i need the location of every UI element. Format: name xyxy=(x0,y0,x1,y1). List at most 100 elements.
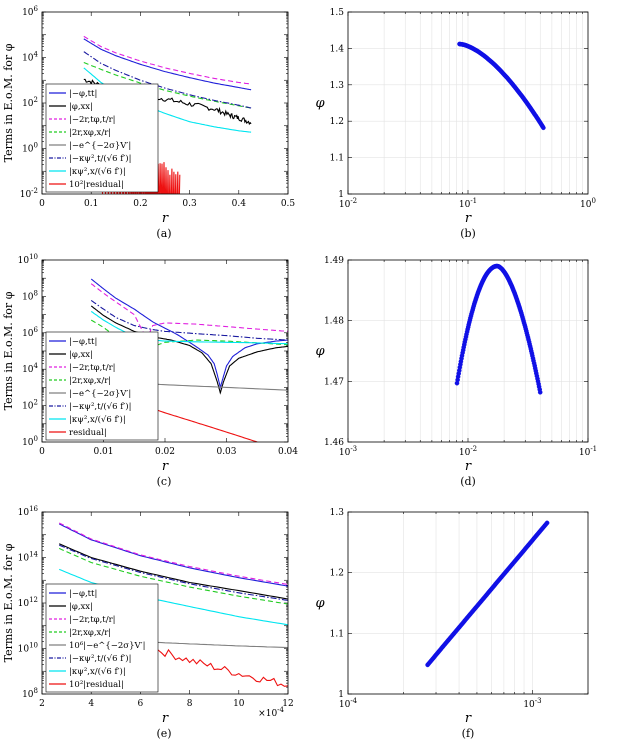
axes-frame xyxy=(41,259,289,443)
series-line-7 xyxy=(58,568,288,626)
legend-label: |κψ²,x/(√6 f′)| xyxy=(69,166,126,177)
legend-label: |−e^{−2σ}V′| xyxy=(69,141,131,151)
y-tick-label: 1.5 xyxy=(330,8,345,18)
x-tick-label: 0.01 xyxy=(93,447,113,457)
panel-f: 1 1.1 1.2 1.3 10-4 10-3 r φ xyxy=(315,508,589,726)
y-tick-label: 1.2 xyxy=(330,117,344,127)
x-tick-label: 10-3 xyxy=(339,445,357,458)
y-tick-label: 1.1 xyxy=(330,629,344,639)
series-line-6 xyxy=(90,299,288,341)
x-tick-label: 0.2 xyxy=(133,199,147,209)
data-point-120 xyxy=(541,125,546,131)
x-multiplier: ×10-4 xyxy=(258,706,284,719)
series-line-1 xyxy=(83,38,252,91)
legend-label: |−2r,tφ,t/r| xyxy=(69,615,116,625)
x-tick-label: 4 xyxy=(88,699,94,709)
data-point-110 xyxy=(544,520,550,526)
caption-e: (e) xyxy=(156,727,171,740)
y-tick-label: 1.47 xyxy=(324,377,344,387)
x-tick-label: 10-1 xyxy=(459,197,477,210)
caption-c: (c) xyxy=(157,475,172,488)
y-tick-label: 1 xyxy=(338,190,344,200)
x-tick-label: 0.5 xyxy=(281,199,296,209)
x-axis-label: r xyxy=(162,711,169,726)
x-tick-label: 0.02 xyxy=(155,447,175,457)
series-line-6 xyxy=(83,51,252,109)
y-tick-label: 1.46 xyxy=(324,438,344,448)
x-axis-label: r xyxy=(465,711,472,726)
panel-b: 1 1.1 1.2 1.3 1.4 1.5 10-2 10-1 100 r φ xyxy=(315,8,596,226)
series-line-6 xyxy=(58,544,288,601)
axes-frame xyxy=(41,11,289,195)
legend-label: |−φ,tt| xyxy=(69,337,97,347)
caption-b: (b) xyxy=(460,227,476,240)
legend-label: |φ,xx| xyxy=(69,602,93,612)
y-tick-label: 100 xyxy=(22,435,38,448)
x-tick-label: 10-3 xyxy=(523,697,541,710)
x-tick-label: 10 xyxy=(233,699,245,709)
legend-label: |−2r,tφ,t/r| xyxy=(69,115,116,125)
series-line-1 xyxy=(58,523,288,587)
y-tick-label: 10-2 xyxy=(20,187,38,200)
legend-label: |−φ,tt| xyxy=(69,89,97,99)
y-tick-label: 1010 xyxy=(18,253,38,266)
y-tick-label: 1.49 xyxy=(324,256,344,266)
y-tick-label: 1.4 xyxy=(330,44,345,54)
x-tick-label: 10-4 xyxy=(339,697,358,710)
series-line-4 xyxy=(58,547,288,605)
y-tick-label: 1 xyxy=(338,690,344,700)
y-tick-label: 104 xyxy=(22,51,38,64)
x-axis-label: r xyxy=(465,211,472,226)
y-tick-label: 102 xyxy=(22,399,38,412)
y-tick-label: 106 xyxy=(22,5,38,18)
x-tick-label: 0.4 xyxy=(232,199,247,209)
y-tick-label: 1.48 xyxy=(324,317,344,327)
x-tick-label: 10-1 xyxy=(579,445,597,458)
caption-a: (a) xyxy=(156,227,171,240)
legend-box xyxy=(45,83,159,193)
legend-label: |−κψ²,t/(√6 f′)| xyxy=(69,401,131,412)
legend-label: 10⁶|−e^{−2σ}V′| xyxy=(69,641,145,651)
series-line-1 xyxy=(90,278,288,390)
x-tick-label: 8 xyxy=(187,699,193,709)
x-tick-label: 0.1 xyxy=(84,199,98,209)
panel-c: 100 102 104 106 108 1010 0 0.01 0.02 0.03 0.04 r Ter… xyxy=(2,253,298,474)
series-line-2 xyxy=(90,305,288,395)
legend-label: |φ,xx| xyxy=(69,350,93,360)
series-line-3 xyxy=(58,522,288,586)
x-tick-label: 0 xyxy=(39,447,45,457)
legend-label: |2r,xφ,x/r| xyxy=(69,128,111,138)
y-tick-label: 1.3 xyxy=(330,508,345,518)
y-tick-label: 1.1 xyxy=(330,154,344,164)
y-tick-label: 1016 xyxy=(18,505,39,518)
legend-label: |−φ,tt| xyxy=(69,589,97,599)
legend-label: 10²|residual| xyxy=(69,180,124,190)
axes-frame xyxy=(347,511,589,695)
series-line-4 xyxy=(83,61,252,109)
x-tick-label: 10-2 xyxy=(339,197,357,210)
legend-label: |−κψ²,t/(√6 f′)| xyxy=(69,153,131,164)
legend-label: |−2r,tφ,t/r| xyxy=(69,363,116,373)
x-tick-label: 100 xyxy=(580,197,596,210)
x-tick-label: 0.04 xyxy=(278,447,298,457)
y-axis-label: φ xyxy=(315,596,325,611)
panel-d: 1.46 1.47 1.48 1.49 10-3 10-2 10-1 r φ xyxy=(315,256,597,474)
series-line-2 xyxy=(58,543,288,600)
y-tick-label: 102 xyxy=(22,96,38,109)
axes-frame xyxy=(347,259,589,443)
y-axis-label: Terms in E.o.M. for φ xyxy=(2,543,15,662)
x-tick-label: 6 xyxy=(138,699,144,709)
data-point-150 xyxy=(537,389,543,395)
series-group xyxy=(58,522,288,687)
x-tick-label: 0.3 xyxy=(182,199,197,209)
axes-frame xyxy=(347,11,589,195)
series-line-3 xyxy=(83,35,252,85)
legend-label: |φ,xx| xyxy=(69,102,93,112)
y-axis-label: Terms in E.o.M. for φ xyxy=(2,43,15,162)
y-axis-label: φ xyxy=(315,344,325,359)
y-tick-label: 1.3 xyxy=(330,81,345,91)
legend-label: |2r,xφ,x/r| xyxy=(69,376,111,386)
y-tick-label: 104 xyxy=(22,362,38,375)
